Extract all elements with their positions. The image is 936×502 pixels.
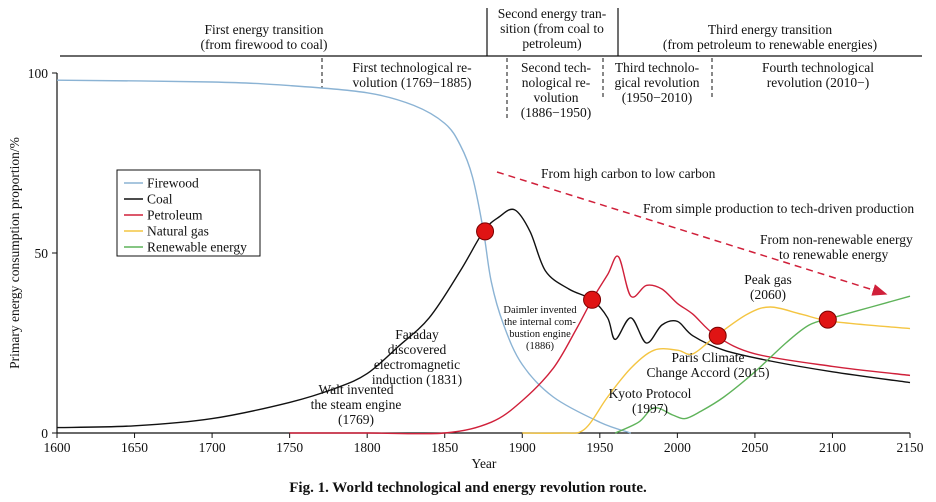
x-tick-label: 1600 [44,440,71,455]
revolution-3-line-1: Third technolo- [615,60,700,75]
legend-label-firewood: Firewood [147,176,199,191]
faraday-line-4: induction (1831) [372,372,462,387]
faraday-line-2: discovered [388,342,447,357]
walt-line-1: Walt invented [318,382,393,397]
revolution-2-line-3: volution [533,90,578,105]
revolution-1-line-1: First technological re- [352,60,472,75]
revolution-2-line-2: nological re- [522,75,591,90]
x-tick-label: 1950 [586,440,613,455]
peak-gas-line-1: Peak gas [744,272,792,287]
trend-text-2: From simple production to tech-driven pr… [643,201,914,216]
x-tick-label: 1850 [431,440,458,455]
legend-box [116,169,261,257]
trend-text-4: to renewable energy [779,247,888,262]
marker-group [476,222,837,345]
legend-label-coal: Coal [147,192,173,207]
x-axis-label: Year [472,456,497,471]
revolution-2-line-1: Second tech- [521,60,592,75]
x-tick-label: 1650 [121,440,148,455]
legend-label-renewable-energy: Renewable energy [147,240,247,255]
transition-point-marker [708,326,727,345]
transition-2-line-3: petroleum) [522,36,581,51]
series-line-natural-gas [522,306,911,434]
daimler-line-1: Daimler invented [503,305,577,316]
y-tick-label: 50 [35,246,49,261]
transition-1-line-1: First energy transition [205,22,324,37]
walt-line-3: (1769) [338,412,374,427]
transition-1-line-2: (from firewood to coal) [200,37,327,52]
y-tick-label: 0 [41,426,48,441]
revolution-1-line-2: volution (1769−1885) [353,75,472,90]
axes: 1600 1650 1700 1750 1800 1850 1900 1950 2000 2050… [7,66,924,471]
paris-line-2: Change Accord (2015) [647,365,770,380]
transition-2-line-2: sition (from coal to [500,21,604,36]
daimler-line-4: (1886) [526,341,554,352]
revolution-3-line-2: gical revolution [614,75,699,90]
trend-text-1: From high carbon to low carbon [541,166,716,181]
transition-point-marker [476,222,495,241]
x-tick-label: 1800 [354,440,381,455]
faraday-line-1: Faraday [395,327,439,342]
daimler-line-3: bustion engine [509,329,571,340]
x-tick-label: 2150 [897,440,924,455]
legend-label-petroleum: Petroleum [147,208,203,223]
x-tick-label: 2050 [741,440,768,455]
legend-label-natural-gas: Natural gas [147,224,209,239]
trend-section: From high carbon to low carbon From simp… [496,166,914,296]
transition-point-marker [818,310,837,329]
revolution-2-line-4: (1886−1950) [521,105,592,120]
revolution-4-line-2: revolution (2010−) [767,75,869,90]
energy-revolution-chart: First energy transition (from firewood t… [7,6,924,471]
x-tick-label: 2000 [664,440,691,455]
daimler-line-2: the internal com- [504,317,576,328]
x-tick-label: 2100 [819,440,846,455]
paris-line-1: Paris Climate [671,350,744,365]
transition-3-line-1: Third energy transition [708,22,832,37]
y-tick-label: 100 [28,66,49,81]
x-tick-label: 1900 [509,440,536,455]
revolution-3-line-3: (1950−2010) [622,90,693,105]
walt-line-2: the steam engine [311,397,402,412]
figure-caption: Fig. 1. World technological and energy r… [289,480,647,496]
faraday-line-3: electromagnetic [374,357,460,372]
x-axis-ticks: 1600 1650 1700 1750 1800 1850 1900 1950 2000 2050… [44,433,924,455]
transition-point-marker [583,290,602,309]
revolution-4-line-1: Fourth technological [762,60,874,75]
transition-2-line-1: Second energy tran- [498,6,607,21]
transition-3-line-2: (from petroleum to renewable energies) [663,37,877,52]
kyoto-line-1: Kyoto Protocol [609,386,692,401]
y-axis-ticks: 0 50 100 [28,66,57,441]
x-tick-label: 1700 [199,440,226,455]
series-line-firewood [56,79,632,434]
peak-gas-line-2: (2060) [750,287,786,302]
trend-text-3: From non-renewable energy [760,232,913,247]
event-annotations: Walt invented the steam engine (1769) Fa… [311,272,792,427]
header-section: First energy transition (from firewood t… [60,6,922,120]
trend-arrow [496,171,888,296]
x-tick-label: 1750 [276,440,303,455]
series-line-coal [56,208,911,429]
kyoto-line-2: (1997) [632,401,668,416]
y-axis-label: Primary energy consumption proportion/% [7,137,22,369]
